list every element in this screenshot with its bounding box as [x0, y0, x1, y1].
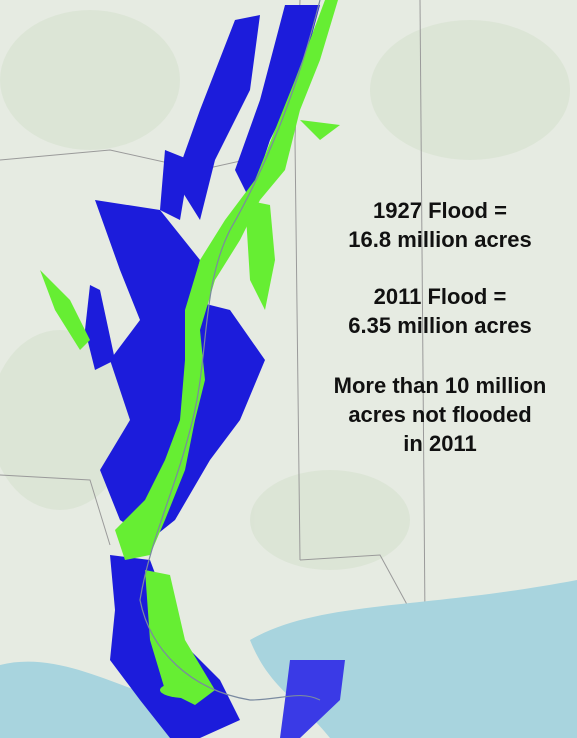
gulf: [0, 661, 190, 738]
annotations: 1927 Flood = 16.8 million acres 2011 Flood…: [334, 198, 547, 456]
annotation-line: 1927 Flood =: [373, 198, 507, 223]
annotation-line: 16.8 million acres: [348, 227, 531, 252]
annotation-line: 6.35 million acres: [348, 313, 531, 338]
terrain: [0, 10, 570, 570]
river: [139, 0, 321, 701]
flood-2011: [40, 0, 340, 705]
annotation-line: in 2011: [403, 431, 476, 456]
annotation-line: 2011 Flood =: [374, 284, 507, 309]
annotation-line: acres not flooded: [348, 402, 531, 427]
annotation-line: More than 10 million: [334, 373, 547, 398]
